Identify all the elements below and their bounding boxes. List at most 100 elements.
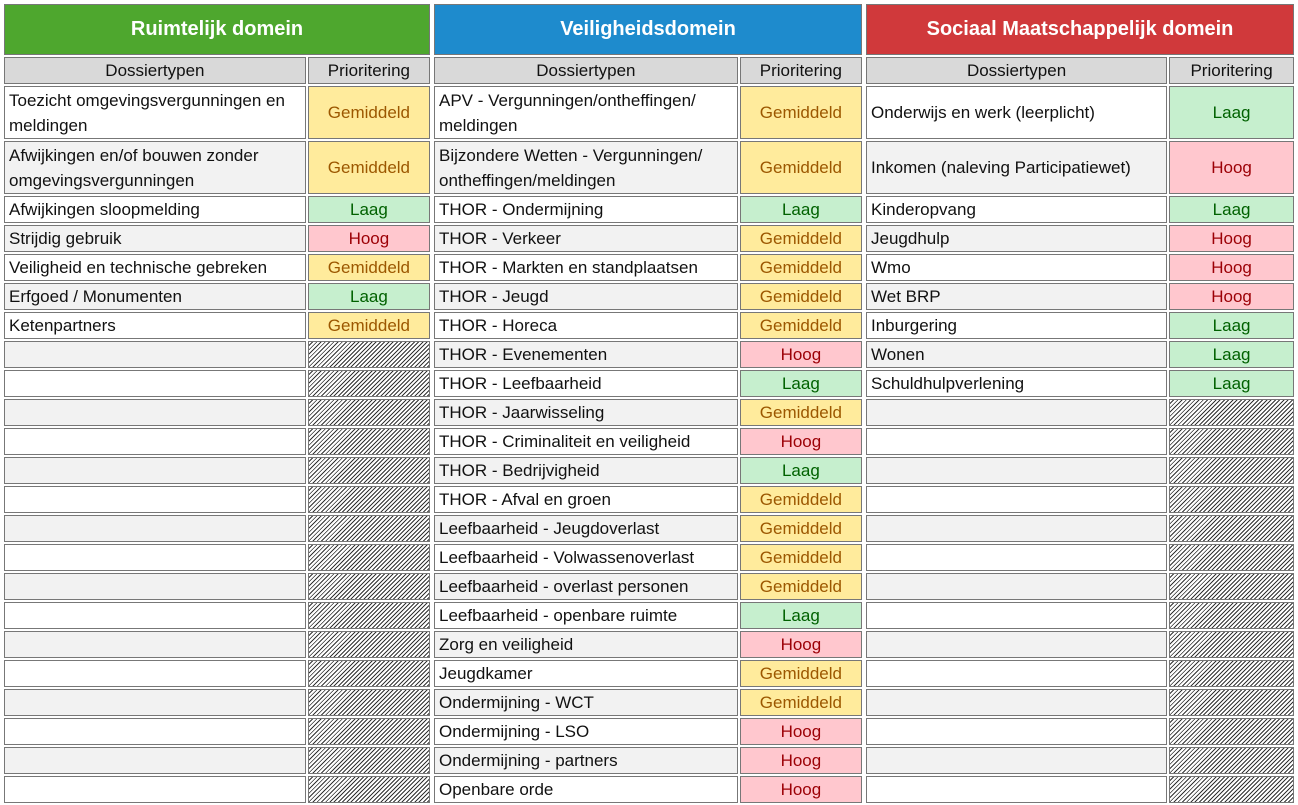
hatched-cell [1169,718,1294,745]
row: THOR - Bedrijvigheid Laag [434,457,862,484]
priority: Laag [739,457,862,484]
row [4,776,430,803]
row [866,602,1294,629]
row [4,457,430,484]
empty-cell [4,689,306,716]
column-header-row: Dossiertypen Prioritering [4,57,430,84]
row [4,602,430,629]
hatched-cell [307,515,430,542]
hatched-cell [307,370,430,397]
row: Afwijkingen en/of bouwen zonder omgeving… [4,141,430,194]
column-header: Prioritering [739,57,862,84]
dossier-type: Schuldhulpverlening [866,370,1168,397]
dossier-type: Strijdig gebruik [4,225,306,252]
dossier-type: Wmo [866,254,1168,281]
domain-title: Veiligheidsdomein [434,4,862,55]
hatched-cell [307,689,430,716]
dossier-type: Wonen [866,341,1168,368]
dossier-type: Jeugdhulp [866,225,1168,252]
row [4,515,430,542]
dossier-type: Wet BRP [866,283,1168,310]
dossier-type: Inkomen (naleving Participatiewet) [866,141,1168,194]
row [866,486,1294,513]
priority: Gemiddeld [739,660,862,687]
row: Leefbaarheid - openbare ruimte Laag [434,602,862,629]
priority: Laag [739,602,862,629]
hatched-cell [307,457,430,484]
priority: Gemiddeld [307,312,430,339]
row: Inburgering Laag [866,312,1294,339]
row: Inkomen (naleving Participatiewet) Hoog [866,141,1294,194]
row: THOR - Afval en groen Gemiddeld [434,486,862,513]
row: THOR - Verkeer Gemiddeld [434,225,862,252]
dossier-type: THOR - Ondermijning [434,196,738,223]
empty-cell [4,457,306,484]
priority: Hoog [1169,225,1294,252]
empty-cell [866,486,1168,513]
priority: Hoog [739,747,862,774]
empty-cell [4,544,306,571]
dossier-type: Kinderopvang [866,196,1168,223]
row: Jeugdhulp Hoog [866,225,1294,252]
hatched-cell [307,399,430,426]
row: Jeugdkamer Gemiddeld [434,660,862,687]
hatched-cell [1169,660,1294,687]
domain-title: Ruimtelijk domein [4,4,430,55]
row [866,457,1294,484]
column-header: Dossiertypen [866,57,1168,84]
dossier-type: THOR - Criminaliteit en veiligheid [434,428,738,455]
priority: Gemiddeld [739,486,862,513]
hatched-cell [1169,573,1294,600]
empty-cell [4,776,306,803]
row: Wmo Hoog [866,254,1294,281]
priority: Gemiddeld [739,399,862,426]
priority: Hoog [1169,141,1294,194]
row: Ketenpartners Gemiddeld [4,312,430,339]
priority: Hoog [739,341,862,368]
row [4,399,430,426]
row: THOR - Evenementen Hoog [434,341,862,368]
column-header: Dossiertypen [4,57,306,84]
priority: Gemiddeld [739,689,862,716]
row [866,660,1294,687]
empty-cell [866,399,1168,426]
dossier-type: Leefbaarheid - openbare ruimte [434,602,738,629]
dossier-type: Jeugdkamer [434,660,738,687]
empty-cell [4,515,306,542]
dossier-type: Veiligheid en technische gebreken [4,254,306,281]
row: Erfgoed / Monumenten Laag [4,283,430,310]
priority: Laag [1169,370,1294,397]
row: Leefbaarheid - Jeugdoverlast Gemiddeld [434,515,862,542]
row [866,399,1294,426]
row: Zorg en veiligheid Hoog [434,631,862,658]
empty-cell [866,457,1168,484]
priority: Gemiddeld [739,573,862,600]
dossier-type: APV - Vergunningen/ontheffingen/ melding… [434,86,738,139]
row [4,370,430,397]
empty-cell [4,660,306,687]
dossier-type: THOR - Evenementen [434,341,738,368]
row [4,573,430,600]
priority: Laag [739,370,862,397]
column-header-row: Dossiertypen Prioritering [434,57,862,84]
row: Strijdig gebruik Hoog [4,225,430,252]
hatched-cell [1169,747,1294,774]
empty-cell [4,747,306,774]
dossier-type: THOR - Leefbaarheid [434,370,738,397]
dossier-type: Afwijkingen sloopmelding [4,196,306,223]
priority: Gemiddeld [739,254,862,281]
hatched-cell [307,718,430,745]
row: THOR - Ondermijning Laag [434,196,862,223]
hatched-cell [307,631,430,658]
priority: Laag [1169,86,1294,139]
dossier-type: Openbare orde [434,776,738,803]
row [4,660,430,687]
row [4,718,430,745]
empty-cell [4,718,306,745]
hatched-cell [1169,457,1294,484]
priority: Gemiddeld [307,86,430,139]
hatched-cell [307,341,430,368]
dossier-type: THOR - Jeugd [434,283,738,310]
row: THOR - Leefbaarheid Laag [434,370,862,397]
row: Ondermijning - WCT Gemiddeld [434,689,862,716]
